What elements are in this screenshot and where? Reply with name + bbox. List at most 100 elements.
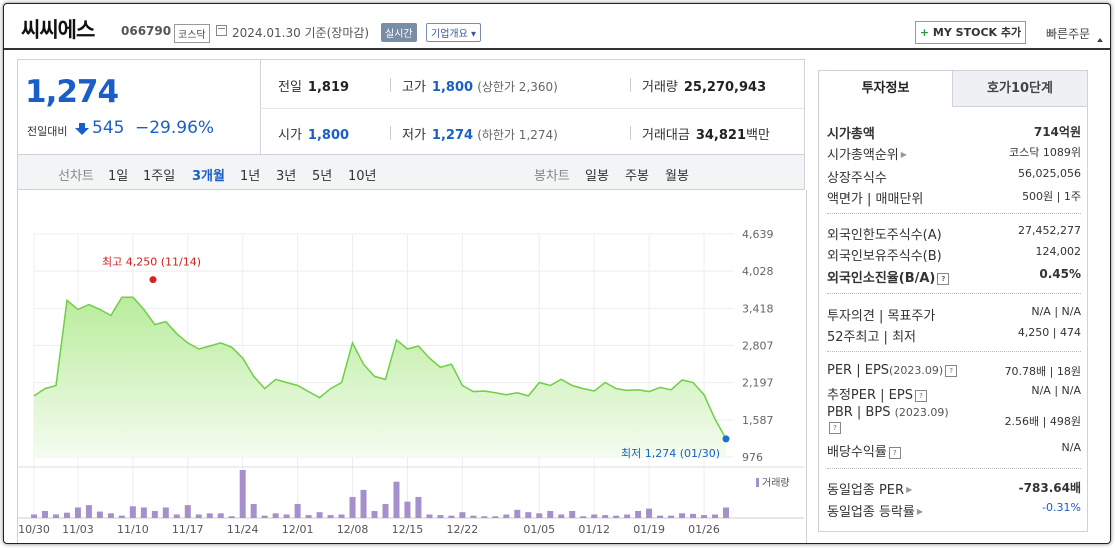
- price-chart[interactable]: 4,639 4,028 3,418 2,807 2,197 1,587 976 10/30 11…: [17, 190, 807, 543]
- cap-rank-row[interactable]: 시가총액순위 ▶ 코스닥 1089위: [827, 146, 1081, 163]
- line-chart-label: 선차트: [58, 169, 94, 184]
- quick-order-link[interactable]: 빠른주문: [1046, 27, 1091, 41]
- tab-5years[interactable]: 5년: [312, 169, 333, 184]
- volume-bar: [613, 515, 620, 518]
- chevron-right-icon: ▶: [916, 507, 924, 516]
- help-icon[interactable]: ?: [914, 390, 927, 402]
- company-overview-button[interactable]: 기업개요 ▾: [426, 23, 481, 42]
- change-percent: −29.96%: [135, 118, 215, 138]
- volume-bar: [228, 516, 235, 518]
- volume-bar: [404, 501, 411, 518]
- y-tick-label: 3,418: [742, 302, 774, 315]
- current-price: 1,274: [25, 74, 119, 110]
- volume-bar: [338, 514, 345, 518]
- help-icon[interactable]: ?: [937, 273, 950, 285]
- volume-bar: [547, 510, 554, 518]
- stock-header: 씨씨에스 066790 코스닥 2024.01.30 기준(장마감) 실시간 기…: [4, 4, 1110, 50]
- volume-bar: [393, 481, 400, 518]
- x-tick-label: 10/30: [18, 523, 50, 536]
- divider: [827, 213, 1081, 214]
- help-icon[interactable]: ?: [829, 422, 841, 434]
- volume-bar: [184, 505, 191, 518]
- volume-bar: [712, 514, 719, 518]
- plus-icon: +: [919, 26, 933, 39]
- tab-monthly-candle[interactable]: 월봉: [665, 169, 689, 184]
- volume-bar: [305, 515, 312, 518]
- volume-bar: [437, 515, 444, 518]
- tab-1week[interactable]: 1주일: [143, 169, 176, 184]
- tab-1year[interactable]: 1년: [240, 169, 261, 184]
- volume-bar: [426, 514, 433, 518]
- volume-bar: [239, 470, 246, 518]
- volume-bar: [536, 513, 543, 518]
- volume-bar: [701, 515, 708, 518]
- price-chart-svg: 4,639 4,028 3,418 2,807 2,197 1,587 976 10/30 11…: [18, 228, 804, 536]
- x-tick-label: 12/01: [282, 523, 314, 536]
- volume-bar: [492, 516, 499, 518]
- dividend-row: 배당수익률? N/A: [827, 441, 1081, 460]
- help-icon[interactable]: ?: [888, 447, 901, 459]
- volume-bar: [63, 512, 70, 518]
- divider: [390, 126, 391, 140]
- divider: [827, 468, 1081, 469]
- volume-bar: [173, 514, 180, 518]
- high-marker: [149, 276, 157, 284]
- y-tick-label: 1,587: [742, 414, 774, 427]
- volume-bar: [316, 512, 323, 518]
- per-row: PER | EPS(2023.09)? 70.78배 | 18원: [827, 363, 1081, 378]
- add-mystock-button[interactable]: + MY STOCK 추가: [915, 21, 1026, 44]
- scroll-up-arrow-icon[interactable]: [1097, 38, 1103, 42]
- high-annotation: 최고 4,250 (11/14): [102, 256, 201, 269]
- volume-legend: 거래량: [762, 477, 790, 489]
- volume-bar: [294, 503, 301, 518]
- volume-bar: [118, 515, 125, 518]
- week52-row: 52주최고 | 최저 4,250 | 474: [827, 326, 1081, 345]
- volume-bar: [31, 514, 37, 518]
- tab-investment-info[interactable]: 투자정보: [819, 71, 953, 107]
- tab-1day[interactable]: 1일: [108, 169, 129, 184]
- x-tick-label: 12/08: [337, 523, 369, 536]
- x-tick-label: 12/15: [392, 523, 424, 536]
- industry-per-row[interactable]: 동일업종 PER ▶ -783.64배: [827, 481, 1081, 498]
- volume-bar: [52, 514, 59, 518]
- y-tick-label: 4,639: [742, 228, 774, 241]
- stat-open: 시가 1,800: [278, 128, 350, 143]
- tab-10years[interactable]: 10년: [348, 169, 377, 184]
- stat-amount: 거래대금 34,821백만: [642, 128, 770, 143]
- volume-bar: [481, 516, 488, 518]
- volume-bar: [206, 513, 213, 518]
- volume-bar: [261, 515, 268, 518]
- x-tick-label: 01/26: [688, 523, 720, 536]
- tab-order-book[interactable]: 호가10단계: [953, 71, 1087, 107]
- volume-bar: [96, 511, 103, 518]
- tab-3months[interactable]: 3개월: [192, 169, 225, 184]
- realtime-button[interactable]: 실시간: [381, 23, 417, 42]
- help-icon[interactable]: ?: [945, 365, 958, 377]
- est-per-row: 추정PER | EPS? N/A | N/A: [827, 384, 1081, 403]
- x-tick-label: 11/17: [172, 523, 204, 536]
- volume-bar: [151, 510, 158, 518]
- industry-rate-row[interactable]: 동일업종 등락률 ▶ -0.31%: [827, 501, 1081, 520]
- volume-bar: [140, 507, 147, 518]
- volume-bar: [602, 515, 609, 518]
- low-marker: [722, 435, 730, 443]
- divider: [260, 108, 804, 109]
- stock-code: 066790: [121, 24, 172, 38]
- volume-bar: [272, 513, 279, 518]
- volume-bar: [591, 514, 598, 518]
- low-annotation: 최저 1,274 (01/30): [621, 447, 720, 460]
- volume-bar: [657, 515, 664, 518]
- tab-daily-candle[interactable]: 일봉: [585, 169, 609, 184]
- tab-3years[interactable]: 3년: [276, 169, 297, 184]
- volume-bar: [74, 507, 81, 518]
- stat-volume: 거래량 25,270,943: [642, 80, 767, 95]
- market-badge: 코스닥: [174, 24, 210, 43]
- change-label: 전일대비: [27, 125, 68, 138]
- x-tick-label: 11/03: [62, 523, 94, 536]
- stat-low: 저가 1,274 (하한가 1,274): [402, 128, 558, 143]
- down-arrow-icon: [75, 123, 89, 135]
- date-text: 2024.01.30 기준(장마감): [232, 26, 370, 40]
- volume-bar: [85, 505, 92, 518]
- tab-weekly-candle[interactable]: 주봉: [625, 169, 649, 184]
- stat-prev-close: 전일 1,819: [278, 80, 350, 95]
